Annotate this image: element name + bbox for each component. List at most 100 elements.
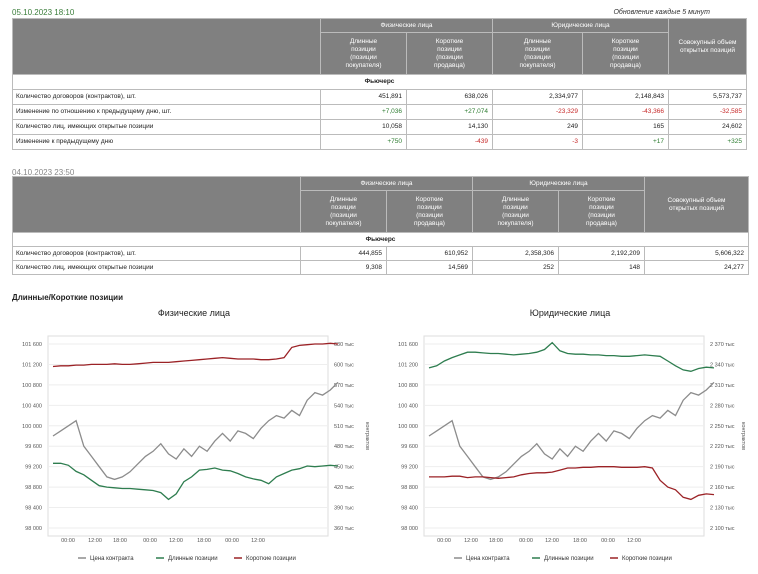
y-right-tick-label: 630 тыс: [334, 342, 354, 348]
y-right-tick-label: 510 тыс: [334, 424, 354, 430]
y-right-tick-label: 2 310 тыс: [710, 383, 735, 389]
long-header-line: Длинные: [349, 37, 378, 45]
y-right-tick-label: 540 тыс: [334, 403, 354, 409]
row-label: Количество договоров (контрактов), шт.: [12, 89, 321, 105]
x-tick-label: 12:00: [88, 538, 102, 544]
series-line-short: [52, 342, 339, 368]
x-tick-label: 00:00: [61, 538, 75, 544]
x-tick-label: 12:00: [627, 538, 641, 544]
y-left-tick-label: 99 200: [25, 465, 42, 471]
x-tick-label: 18:00: [573, 538, 587, 544]
row-value: -23,329: [492, 104, 583, 120]
short-header-line: Короткие: [587, 195, 616, 203]
short-header-line: продавца): [586, 219, 617, 227]
y-right-tick-label: 2 280 тыс: [710, 403, 735, 409]
long-header-line: Длинные: [329, 195, 358, 203]
y-left-tick-label: 98 800: [25, 485, 42, 491]
short-header-line: продавца): [610, 61, 641, 69]
chart-legal-entities: Юридические лица 101 600 2 370 тыс 101 200 2…: [398, 308, 746, 562]
legend-item[interactable]: Короткие позиции: [246, 556, 296, 562]
row-value: 165: [582, 119, 669, 135]
table-row: Количество лиц, имеющих открытые позиции…: [12, 119, 747, 135]
long-header-line: (позиции: [524, 53, 551, 61]
row-value: -3: [492, 134, 583, 150]
long-header-line: (позиции: [330, 211, 357, 219]
long-header-line: позиции: [503, 203, 528, 211]
row-value: 444,855: [300, 246, 387, 261]
short-header-line: (позиции: [588, 211, 615, 219]
legal-long-header: Длинные позиции (позиции покупателя): [472, 190, 559, 233]
chart-individuals: Физические лица 101 600 630 тыс 101 200 600 …: [22, 308, 370, 562]
y-left-tick-label: 101 200: [398, 362, 418, 368]
row-label: Количество лиц, имеющих открытые позиции: [12, 119, 321, 135]
y-left-tick-label: 98 000: [25, 526, 42, 532]
row-value: +750: [320, 134, 407, 150]
y-right-tick-label: 2 250 тыс: [710, 424, 735, 430]
row-label: Изменение к предыдущему дню: [12, 134, 321, 150]
table-row: Количество договоров (контрактов), шт. 45…: [12, 89, 747, 105]
y-right-tick-label: 480 тыс: [334, 444, 354, 450]
row-value: 252: [472, 260, 559, 275]
header-blank: [12, 176, 301, 233]
row-value: 610,952: [386, 246, 473, 261]
legend-item[interactable]: Длинные позиции: [168, 556, 218, 562]
x-tick-label: 12:00: [169, 538, 183, 544]
short-header-line: позиции: [437, 45, 462, 53]
long-header-line: покупателя): [325, 219, 362, 227]
row-label: Количество договоров (контрактов), шт.: [12, 246, 301, 261]
short-header-line: позиции: [613, 45, 638, 53]
legend-item[interactable]: Цена контракта: [466, 556, 510, 562]
header-total-line: Совокупный объем: [667, 196, 726, 204]
table-row: Количество лиц, имеющих открытые позиции…: [12, 260, 749, 275]
y-left-tick-label: 99 200: [401, 465, 418, 471]
row-value: 2,148,843: [582, 89, 669, 105]
y-left-tick-label: 101 600: [22, 342, 42, 348]
row-value: +7,036: [320, 104, 407, 120]
y-left-tick-label: 98 400: [25, 506, 42, 512]
series-line-long: [53, 462, 339, 501]
row-value: 148: [558, 260, 645, 275]
row-value: 249: [492, 119, 583, 135]
x-tick-label: 00:00: [225, 538, 239, 544]
long-header-line: (позиции: [350, 53, 377, 61]
legend-item[interactable]: Цена контракта: [90, 556, 134, 562]
row-value: 638,026: [406, 89, 493, 105]
y-right-axis-label: контрактов: [740, 422, 746, 450]
chart-title: Юридические лица: [530, 308, 611, 318]
series-line-long: [428, 341, 715, 372]
legal-long-header: Длинные позиции (позиции покупателя): [492, 32, 583, 75]
row-value: +17: [582, 134, 669, 150]
header-total-line: открытых позиций: [680, 46, 735, 54]
series-line-price: [52, 381, 339, 481]
row-value: +325: [668, 134, 747, 150]
y-left-tick-label: 99 600: [401, 444, 418, 450]
short-header-line: позиции: [589, 203, 614, 211]
table-row: Количество договоров (контрактов), шт. 44…: [12, 246, 749, 261]
row-value: 24,277: [644, 260, 749, 275]
open-interest-table-previous: Физические лица Юридические лица Совокупны…: [12, 176, 749, 275]
series-line-price: [428, 381, 715, 481]
y-left-tick-label: 100 400: [22, 403, 42, 409]
long-header-line: позиции: [331, 203, 356, 211]
x-tick-label: 00:00: [601, 538, 615, 544]
chart-title: Физические лица: [158, 308, 230, 318]
header-total-open-interest: Совокупный объем открытых позиций: [668, 18, 747, 75]
legend-item[interactable]: Короткие позиции: [622, 556, 672, 562]
y-right-tick-label: 2 190 тыс: [710, 465, 735, 471]
y-right-tick-label: 2 220 тыс: [710, 444, 735, 450]
y-right-tick-label: 2 130 тыс: [710, 506, 735, 512]
y-left-tick-label: 101 200: [22, 362, 42, 368]
y-right-tick-label: 360 тыс: [334, 526, 354, 532]
short-header-line: (позиции: [416, 211, 443, 219]
y-right-tick-label: 2 160 тыс: [710, 485, 735, 491]
row-value: 2,358,306: [472, 246, 559, 261]
row-value: 14,130: [406, 119, 493, 135]
legend-item[interactable]: Длинные позиции: [544, 556, 594, 562]
y-left-tick-label: 98 000: [401, 526, 418, 532]
header-individuals: Физические лица: [320, 18, 493, 33]
y-right-tick-label: 450 тыс: [334, 465, 354, 471]
short-header-line: Короткие: [415, 195, 444, 203]
long-header-line: Длинные: [523, 37, 552, 45]
short-header-line: продавца): [414, 219, 445, 227]
individuals-short-header: Короткие позиции (позиции продавца): [386, 190, 473, 233]
